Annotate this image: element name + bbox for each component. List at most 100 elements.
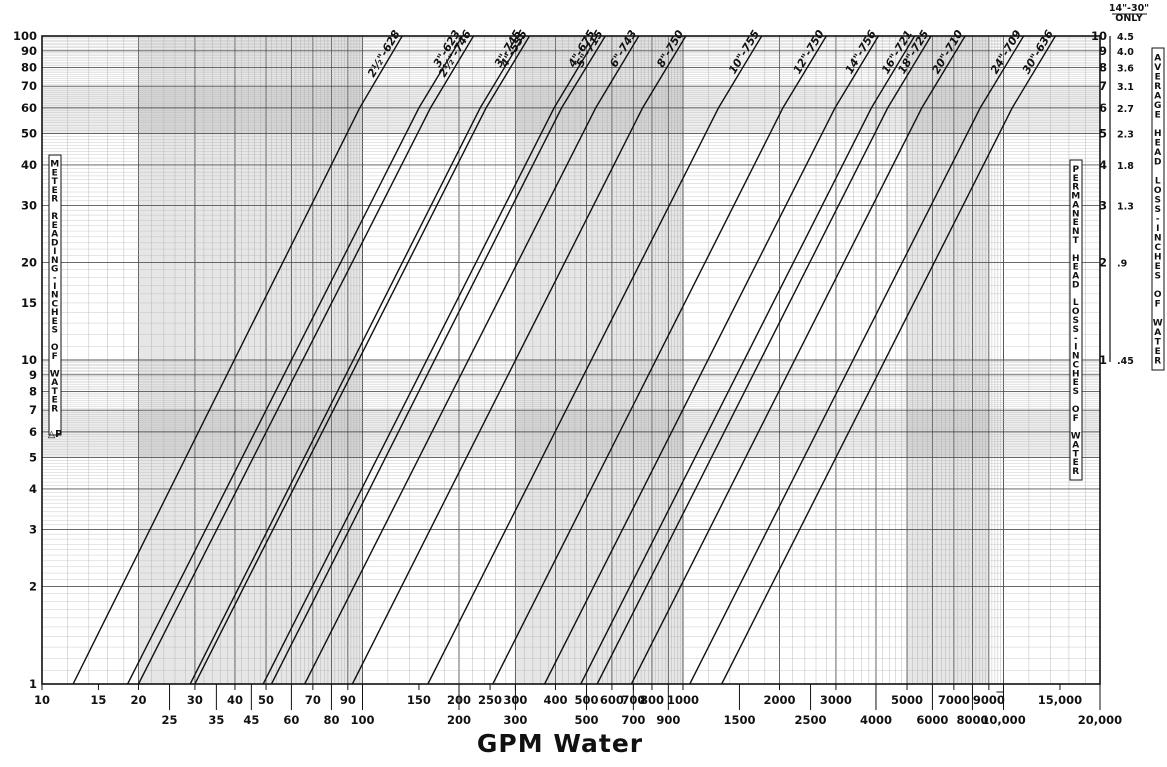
- right-inner-axis-label-box: [1069, 159, 1083, 481]
- x-tick-label: 500: [575, 713, 599, 727]
- x-tick-label: 20,000: [1078, 713, 1122, 727]
- y-tick-label: 7: [29, 403, 37, 417]
- frame-layer: [41, 35, 1111, 685]
- right-inner-axis-label: T: [1073, 449, 1080, 459]
- left-axis-label: O: [51, 343, 59, 353]
- x-tick-label: 8000: [956, 713, 988, 727]
- right-outer-tick-label: 2.7: [1117, 104, 1134, 115]
- right-inner-axis-label: O: [1072, 405, 1080, 415]
- series-line: [630, 36, 966, 684]
- right-inner-axis-label: N: [1072, 227, 1080, 237]
- outer-header: ONLY: [1115, 13, 1143, 24]
- left-axis-label: H: [51, 308, 59, 318]
- x-tick-label: 2000: [763, 693, 795, 707]
- right-inner-axis-label: E: [1073, 263, 1080, 273]
- right-outer-axis-label: -: [1156, 214, 1160, 224]
- x-tick-label: 10: [34, 693, 50, 707]
- series-label: 24"-709: [988, 28, 1024, 77]
- y-tick-label: 100: [13, 29, 37, 43]
- right-inner-axis-label: M: [1071, 192, 1080, 202]
- x-tick-label: 3000: [820, 693, 852, 707]
- tick-bracket: [996, 691, 1004, 710]
- left-axis-label: T: [52, 177, 59, 187]
- y-tick-label: 80: [21, 60, 37, 74]
- right-outer-axis-label: R: [1154, 357, 1161, 367]
- left-axis-label: -: [53, 273, 57, 283]
- y-tick-label: 60: [21, 101, 37, 115]
- y-tick-label: 15: [21, 296, 37, 310]
- series-line: [492, 36, 827, 684]
- right-outer-axis-label-box: [1151, 47, 1165, 371]
- right-outer-axis-label: S: [1155, 271, 1162, 281]
- y-tick-label: 10: [21, 353, 37, 367]
- plot-frame: [41, 35, 1101, 685]
- left-axis-label: C: [51, 299, 58, 309]
- right-inner-axis-label: -: [1074, 334, 1078, 344]
- x-tick-label: 35: [208, 713, 224, 727]
- x-tick-label: 25: [162, 713, 178, 727]
- right-outer-axis-label: F: [1155, 300, 1162, 310]
- series-line: [194, 36, 531, 684]
- right-inner-axis-label: S: [1073, 387, 1080, 397]
- right-outer-axis-label: A: [1154, 91, 1161, 101]
- right-inner-axis-label: S: [1073, 325, 1080, 335]
- right-inner-axis-label: L: [1073, 298, 1079, 308]
- right-outer-axis-label: O: [1154, 290, 1162, 300]
- right-outer-tick-label: 3.1: [1117, 82, 1134, 93]
- left-axis-label: S: [52, 326, 59, 336]
- right-outer-axis-label: C: [1154, 243, 1161, 253]
- left-axis-label: E: [52, 168, 59, 178]
- y-tick-label: 50: [21, 127, 37, 141]
- right-outer-axis-label: H: [1154, 252, 1162, 262]
- right-inner-axis-label: N: [1072, 209, 1080, 219]
- right-inner-axis-label: E: [1073, 458, 1080, 468]
- right-tick-label: 8: [1099, 60, 1107, 74]
- grid-layer: [41, 35, 1101, 685]
- series-line: [543, 36, 879, 684]
- series-label: 14"-756: [843, 28, 879, 77]
- right-outer-axis-label: N: [1154, 233, 1162, 243]
- right-outer-axis-label: A: [1154, 328, 1161, 338]
- series-label: 30"-636: [1020, 28, 1056, 77]
- x-tick-label: 60: [283, 713, 299, 727]
- right-tick-label: 6: [1099, 101, 1107, 115]
- x-tick-label: 80: [323, 713, 339, 727]
- y-tick-label: 5: [29, 451, 37, 465]
- right-outer-tick-label: .9: [1117, 258, 1127, 269]
- right-inner-axis-label: S: [1073, 316, 1080, 326]
- right-tick-label: 5: [1099, 127, 1107, 141]
- right-inner-axis-label: D: [1072, 280, 1080, 290]
- x-tick-label: 40: [227, 693, 243, 707]
- x-tick-label: 2500: [795, 713, 827, 727]
- right-outer-tick-label: 3.6: [1117, 63, 1134, 74]
- shading-band: [42, 410, 1100, 458]
- x-tick-label: 400: [543, 693, 567, 707]
- right-inner-axis-label: A: [1072, 272, 1079, 282]
- series-line: [596, 36, 932, 684]
- series-line: [721, 36, 1057, 684]
- x-tick-label: 1500: [723, 713, 755, 727]
- left-axis-label: I: [53, 282, 57, 292]
- left-axis-label: F: [52, 352, 59, 362]
- y-tick-label: 70: [21, 79, 37, 93]
- right-outer-axis-label: E: [1155, 262, 1162, 272]
- right-outer-axis-label: E: [1155, 139, 1162, 149]
- right-outer-axis-label: R: [1154, 82, 1161, 92]
- x-tick-label: 150: [407, 693, 431, 707]
- y-tick-label: 3: [29, 522, 37, 536]
- right-outer-tick-label: 1.3: [1117, 201, 1134, 212]
- series-line: [126, 36, 463, 684]
- right-inner-axis-label: I: [1074, 343, 1078, 353]
- y-tick-label: 2: [29, 579, 37, 593]
- right-outer-tick-label: .45: [1117, 356, 1134, 367]
- right-inner-axis-label: E: [1073, 378, 1080, 388]
- x-tick-label: 200: [447, 713, 471, 727]
- x-tick-label: 50: [258, 693, 274, 707]
- x-tick-label: 1000: [667, 693, 699, 707]
- x-tick-label: 70: [305, 693, 321, 707]
- right-inner-axis-label: A: [1072, 440, 1079, 450]
- left-axis-label: D: [51, 238, 59, 248]
- right-inner-axis-label: T: [1073, 236, 1080, 246]
- right-outer-axis-label: D: [1154, 158, 1162, 168]
